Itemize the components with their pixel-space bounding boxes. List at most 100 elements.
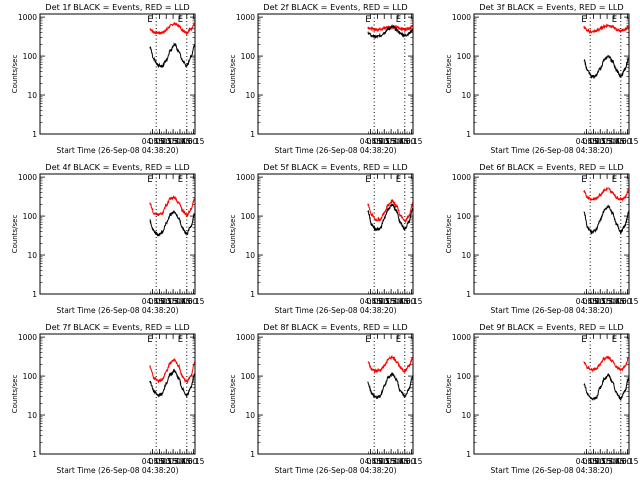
series-lld-line <box>583 23 629 35</box>
x-tick-label: 04:45 <box>360 457 382 466</box>
y-tick-label: 1000 <box>18 173 37 182</box>
plot-frame <box>473 13 630 135</box>
x-tick-label: 04:45 <box>576 137 598 146</box>
y-tick-label: 1000 <box>236 333 255 342</box>
x-tick-label: 05:00 <box>149 457 171 466</box>
y-axis-label: Counts/sec <box>445 375 453 414</box>
plot-frame <box>473 333 630 455</box>
x-tick-label: 06:15 <box>401 457 423 466</box>
series-lld-line <box>149 21 195 36</box>
x-tick-label: 05:00 <box>583 457 605 466</box>
panel-2: Det 2f BLACK = Events, RED = LLD 1 10 100 10… <box>229 2 423 155</box>
y-tick-label: 1 <box>32 450 37 459</box>
series-lld-line <box>149 195 195 217</box>
x-tick-label: 06:00 <box>176 137 198 146</box>
panel-title: Det 7f BLACK = Events, RED = LLD <box>45 322 189 332</box>
panel-8: Det 8f BLACK = Events, RED = LLD 1 10 100 10… <box>229 322 423 475</box>
event-marker-label: E <box>147 15 152 25</box>
x-tick-label: 05:15 <box>373 297 395 306</box>
event-marker-label: E <box>365 15 370 25</box>
x-tick-label: 05:30 <box>162 137 184 146</box>
series-events-line <box>583 54 629 79</box>
x-tick-label: 05:00 <box>367 297 389 306</box>
event-marker-label: E <box>612 175 617 185</box>
x-tick-label: 05:15 <box>373 457 395 466</box>
y-axis-label: Counts/sec <box>11 215 19 254</box>
panel-7: Det 7f BLACK = Events, RED = LLD 1 10 100 10… <box>11 322 205 475</box>
y-tick-label: 10 <box>27 91 37 100</box>
event-marker-label: E <box>581 15 586 25</box>
x-axis-label: Start Time (26-Sep-08 04:38:20) <box>57 146 179 155</box>
plot-frame <box>257 173 414 295</box>
y-tick-label: 10 <box>461 411 471 420</box>
y-tick-label: 100 <box>457 372 472 381</box>
series-events-line <box>367 24 413 39</box>
x-axis-label: Start Time (26-Sep-08 04:38:20) <box>491 466 613 475</box>
x-tick-label: 06:00 <box>610 137 632 146</box>
x-tick-label: 06:15 <box>617 137 639 146</box>
x-tick-label: 06:15 <box>183 297 205 306</box>
event-marker-label: E <box>396 175 401 185</box>
x-tick-label: 06:15 <box>617 457 639 466</box>
x-tick-label: 06:15 <box>401 297 423 306</box>
x-tick-label: 05:00 <box>149 137 171 146</box>
x-tick-label: 06:00 <box>610 457 632 466</box>
event-marker-label: E <box>365 175 370 185</box>
panel-6: Det 6f BLACK = Events, RED = LLD 1 10 100 10… <box>445 162 639 315</box>
series-events-line <box>583 373 629 401</box>
y-tick-label: 10 <box>27 411 37 420</box>
event-marker-label: E <box>365 335 370 345</box>
y-axis-label: Counts/sec <box>445 215 453 254</box>
x-tick-label: 06:15 <box>617 297 639 306</box>
x-tick-label: 05:15 <box>589 137 611 146</box>
x-tick-label: 06:00 <box>610 297 632 306</box>
series-events-line <box>367 372 413 399</box>
event-marker-label: E <box>178 175 183 185</box>
y-axis-label: Counts/sec <box>445 55 453 94</box>
x-tick-label: 06:15 <box>183 457 205 466</box>
event-marker-label: E <box>581 335 586 345</box>
event-marker-label: E <box>178 335 183 345</box>
y-axis-label: Counts/sec <box>229 55 237 94</box>
x-tick-label: 05:15 <box>155 457 177 466</box>
x-tick-label: 05:30 <box>162 457 184 466</box>
series-lld-line <box>367 199 413 224</box>
panel-9: Det 9f BLACK = Events, RED = LLD 1 10 100 10… <box>445 322 639 475</box>
x-tick-label: 05:45 <box>387 137 409 146</box>
x-axis-label: Start Time (26-Sep-08 04:38:20) <box>57 466 179 475</box>
x-tick-label: 05:15 <box>589 297 611 306</box>
x-tick-label: 05:45 <box>603 137 625 146</box>
event-marker-label: E <box>612 335 617 345</box>
x-tick-label: 05:30 <box>380 137 402 146</box>
x-axis-label: Start Time (26-Sep-08 04:38:20) <box>57 306 179 315</box>
y-tick-label: 1 <box>32 290 37 299</box>
x-tick-label: 04:45 <box>576 457 598 466</box>
x-tick-label: 06:00 <box>176 457 198 466</box>
y-tick-label: 10 <box>245 251 255 260</box>
x-axis-label: Start Time (26-Sep-08 04:38:20) <box>275 146 397 155</box>
x-tick-label: 06:15 <box>183 137 205 146</box>
y-tick-label: 10 <box>245 411 255 420</box>
x-tick-label: 05:30 <box>596 297 618 306</box>
panel-title: Det 3f BLACK = Events, RED = LLD <box>479 2 623 12</box>
y-tick-label: 10 <box>245 91 255 100</box>
x-tick-label: 05:45 <box>169 137 191 146</box>
series-lld-line <box>367 24 413 33</box>
event-marker-label: E <box>178 15 183 25</box>
x-axis-label: Start Time (26-Sep-08 04:38:20) <box>491 146 613 155</box>
y-tick-label: 1000 <box>452 13 471 22</box>
y-tick-label: 1 <box>250 130 255 139</box>
panel-title: Det 6f BLACK = Events, RED = LLD <box>479 162 623 172</box>
x-tick-label: 05:30 <box>596 137 618 146</box>
plot-frame <box>257 13 414 135</box>
y-tick-label: 1 <box>466 130 471 139</box>
x-tick-label: 05:45 <box>387 297 409 306</box>
series-lld-line <box>367 355 413 374</box>
series-events-line <box>149 210 195 237</box>
x-axis-label: Start Time (26-Sep-08 04:38:20) <box>275 466 397 475</box>
plot-frame <box>39 13 196 135</box>
x-tick-label: 04:45 <box>142 297 164 306</box>
x-tick-label: 05:30 <box>380 297 402 306</box>
x-tick-label: 05:00 <box>583 297 605 306</box>
